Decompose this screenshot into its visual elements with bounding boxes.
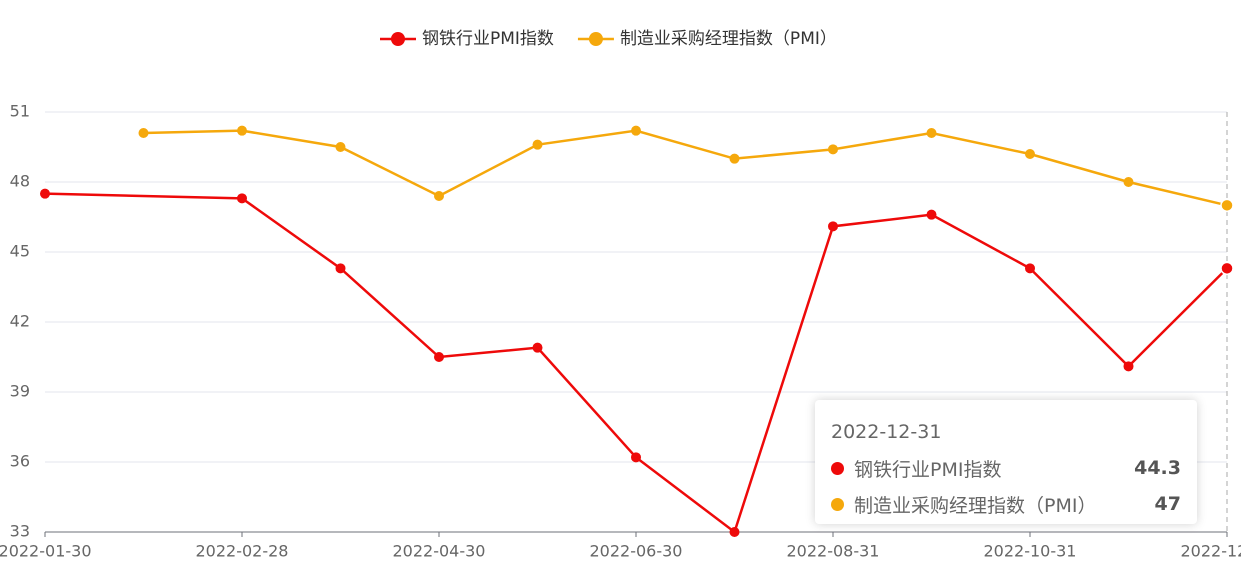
data-point	[926, 209, 937, 220]
data-point	[1123, 177, 1134, 187]
tooltip-marker	[831, 497, 844, 511]
tooltip-series-name: 制造业采购经理指数（PMI）	[854, 494, 1097, 517]
data-point	[926, 128, 937, 138]
x-tick-label: 2022-08-31	[787, 542, 880, 561]
line-connector	[44, 192, 243, 200]
series-line	[143, 129, 1228, 207]
y-tick-label: 45	[10, 242, 30, 261]
data-point	[237, 125, 247, 136]
tooltip: 2022-12-31 钢铁行业PMI指数 44.3 制造业采购经理指数（PMI） 47	[815, 400, 1197, 524]
legend-marker	[391, 32, 405, 46]
data-point	[532, 342, 543, 353]
data-point	[1220, 198, 1234, 213]
x-tick-label: 2022-10-31	[984, 542, 1077, 561]
data-point	[828, 144, 838, 155]
y-tick-label: 51	[10, 102, 30, 121]
data-point	[1220, 261, 1234, 276]
y-tick-label: 42	[10, 312, 30, 331]
x-tick-label: 2022-12-31	[1181, 542, 1241, 561]
legend: 钢铁行业PMI指数 制造业采购经理指数（PMI）	[380, 29, 837, 49]
tooltip-row: 钢铁行业PMI指数 44.3	[831, 450, 1181, 486]
tooltip-value: 47	[1154, 493, 1181, 515]
data-point	[1025, 263, 1035, 274]
data-point	[828, 221, 838, 232]
data-point	[434, 352, 444, 362]
data-point	[631, 452, 641, 463]
x-tick-label: 2022-01-30	[0, 542, 91, 561]
data-point	[434, 191, 444, 201]
y-tick-label: 36	[10, 452, 30, 471]
tooltip-row: 制造业采购经理指数（PMI） 47	[831, 486, 1181, 522]
data-point	[237, 193, 247, 204]
data-point	[1123, 361, 1134, 372]
data-point	[138, 128, 149, 138]
tooltip-value: 44.3	[1134, 457, 1181, 479]
tooltip-series-name: 钢铁行业PMI指数	[854, 458, 1002, 481]
legend-label: 钢铁行业PMI指数	[422, 29, 554, 49]
x-tick-label: 2022-06-30	[590, 542, 683, 561]
data-point	[335, 142, 346, 152]
legend-marker	[588, 32, 603, 46]
data-point	[335, 263, 346, 274]
tooltip-marker	[831, 461, 844, 475]
data-point	[40, 188, 50, 199]
data-point	[729, 527, 740, 537]
tooltip-title: 2022-12-31	[831, 421, 942, 443]
legend-label: 制造业采购经理指数（PMI）	[620, 29, 837, 49]
x-tick-label: 2022-04-30	[393, 542, 486, 561]
data-point	[532, 139, 543, 150]
y-tick-label: 48	[10, 172, 30, 191]
data-point	[729, 153, 740, 164]
data-point	[1025, 149, 1035, 159]
y-tick-label: 33	[10, 522, 30, 541]
data-point	[631, 125, 641, 136]
x-tick-label: 2022-02-28	[196, 542, 289, 561]
y-tick-label: 39	[10, 382, 30, 401]
